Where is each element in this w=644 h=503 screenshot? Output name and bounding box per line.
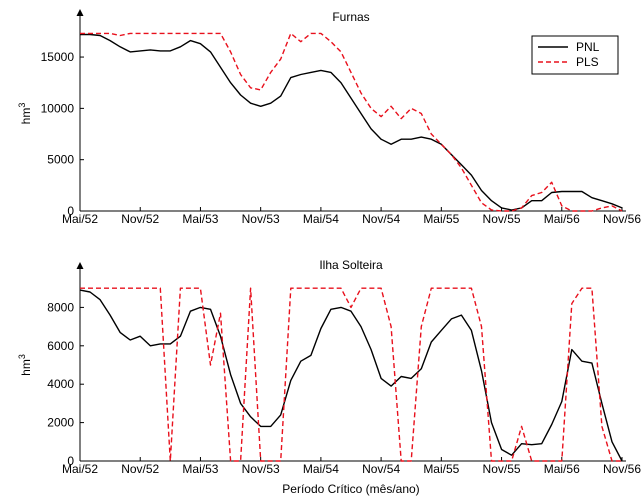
y-tick-label: 5000	[47, 153, 74, 167]
x-tick-label: Nov/53	[242, 462, 280, 476]
x-tick-label: Mai/52	[62, 212, 98, 226]
x-tick-label: Nov/55	[483, 212, 521, 226]
legend-box	[531, 35, 619, 75]
y-tick-label: 0	[67, 204, 74, 218]
legend-label-pls: PLS	[576, 55, 599, 69]
y-axis-label-superscript: 3	[17, 354, 27, 359]
chart-title: Ilha Solteira	[319, 258, 383, 272]
x-tick-label: Mai/54	[303, 462, 339, 476]
x-tick-label: Mai/55	[423, 212, 459, 226]
y-tick-label: 15000	[41, 50, 75, 64]
x-tick-label: Nov/52	[121, 212, 159, 226]
x-tick-label: Nov/56	[603, 212, 641, 226]
x-tick-label: Nov/54	[362, 212, 400, 226]
x-tick-label: Mai/54	[303, 212, 339, 226]
y-tick-label: 6000	[47, 339, 74, 353]
x-tick-label: Mai/52	[62, 462, 98, 476]
x-tick-label: Mai/55	[423, 462, 459, 476]
legend-label-pnl: PNL	[576, 40, 600, 54]
series-line-pnl	[79, 289, 623, 462]
x-tick-label: Nov/56	[603, 462, 641, 476]
y-axis-arrow	[76, 9, 84, 16]
chart-ilha-solteira: Mai/52 Nov/52 Mai/53 Nov/53 Mai/54 Nov/54 Mai/…	[17, 258, 641, 496]
y-axis-label: hm3	[17, 103, 33, 125]
x-axis-label: Período Crítico (mês/ano)	[282, 482, 419, 496]
series-line-pnl	[80, 33, 623, 211]
x-tick-label: Mai/53	[182, 212, 218, 226]
chart-furnas: Mai/52 Nov/52 Mai/53 Nov/53 Mai/54 Nov/54 Mai/…	[17, 9, 641, 226]
y-axis-label-superscript: 3	[17, 103, 27, 108]
series-line-pls	[80, 32, 623, 212]
y-tick-label: 10000	[41, 101, 75, 115]
x-tick-label: Mai/53	[182, 462, 218, 476]
y-axis-label: hm3	[17, 354, 33, 376]
y-tick-label: 8000	[47, 300, 74, 314]
x-tick-label: Nov/54	[362, 462, 400, 476]
y-tick-label: 0	[67, 454, 74, 468]
y-tick-label: 4000	[47, 377, 74, 391]
y-tick-label: 2000	[47, 416, 74, 430]
x-tick-label: Nov/52	[121, 462, 159, 476]
x-tick-label: Nov/53	[242, 212, 280, 226]
x-tick-label: Mai/56	[544, 462, 580, 476]
series-line-pls	[80, 287, 622, 462]
chart-title: Furnas	[332, 10, 369, 24]
y-axis-arrow	[76, 262, 84, 269]
x-tick-label: Mai/56	[544, 212, 580, 226]
x-tick-label: Nov/55	[483, 462, 521, 476]
